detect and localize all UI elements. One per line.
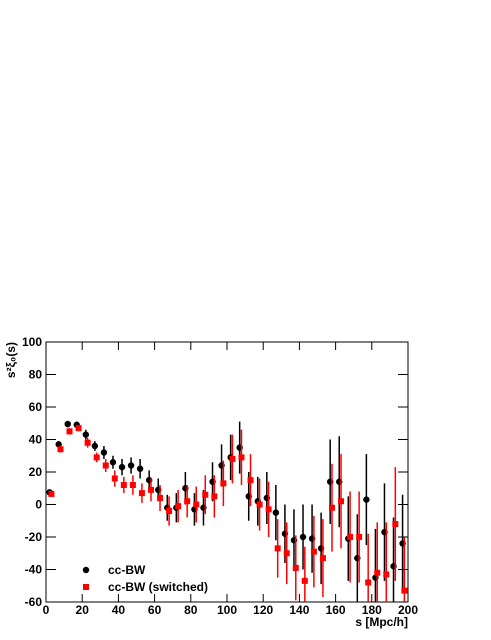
plot-frame xyxy=(45,341,409,603)
marker xyxy=(401,587,408,594)
marker xyxy=(272,509,280,516)
marker xyxy=(247,477,254,484)
x-tick-label: 160 xyxy=(326,603,346,617)
y-axis-label: s²ξ₀(s) xyxy=(4,342,18,378)
x-tick-label: 180 xyxy=(362,603,382,617)
marker xyxy=(175,503,182,510)
x-tick-label: 140 xyxy=(289,603,309,617)
y-tick-label: 20 xyxy=(29,465,43,479)
marker xyxy=(229,456,236,462)
marker xyxy=(55,441,62,448)
marker xyxy=(100,449,108,456)
marker xyxy=(93,454,100,461)
y-tick-label: -40 xyxy=(25,563,43,577)
legend-marker xyxy=(83,584,89,590)
x-axis-label: s [Mpc/h] xyxy=(355,615,408,629)
marker xyxy=(220,480,227,487)
x-tick-label: 40 xyxy=(112,603,126,617)
y-tick-label: 80 xyxy=(29,368,43,382)
marker xyxy=(283,550,290,557)
marker xyxy=(184,498,191,505)
marker xyxy=(66,428,73,435)
marker xyxy=(118,463,126,471)
marker xyxy=(211,493,218,500)
marker xyxy=(202,491,209,498)
marker xyxy=(127,462,135,469)
x-tick-label: 20 xyxy=(76,603,90,617)
marker xyxy=(147,486,154,493)
marker xyxy=(75,425,82,432)
marker xyxy=(383,571,390,578)
marker xyxy=(299,533,307,541)
marker xyxy=(111,475,118,482)
marker xyxy=(328,504,335,511)
plot-area xyxy=(46,420,408,602)
legend-label: cc-BW (switched) xyxy=(108,580,208,594)
y-tick-label: 0 xyxy=(35,498,42,512)
marker xyxy=(82,431,90,438)
marker xyxy=(102,462,109,469)
marker xyxy=(392,521,399,527)
y-tick-label: -60 xyxy=(25,595,43,609)
marker xyxy=(157,495,164,501)
marker xyxy=(256,501,263,508)
marker xyxy=(238,454,245,461)
marker xyxy=(310,548,317,555)
y-tick-label: 40 xyxy=(29,433,43,447)
marker xyxy=(292,564,299,571)
marker xyxy=(129,482,136,488)
marker xyxy=(274,545,281,552)
legend-label: cc-BW xyxy=(108,563,146,577)
marker xyxy=(365,579,372,586)
marker xyxy=(84,439,91,446)
marker xyxy=(166,508,173,514)
x-tick-label: 200 xyxy=(398,603,418,617)
marker xyxy=(374,569,381,576)
x-tick-label: 0 xyxy=(43,603,50,617)
marker xyxy=(347,534,354,540)
x-tick-label: 100 xyxy=(217,603,237,617)
marker xyxy=(338,498,345,505)
marker xyxy=(265,506,272,513)
y-tick-label: 60 xyxy=(29,400,43,414)
x-tick-label: 80 xyxy=(184,603,198,617)
marker xyxy=(91,442,99,450)
marker xyxy=(356,534,363,540)
marker xyxy=(363,496,370,503)
marker xyxy=(136,465,144,472)
marker xyxy=(109,459,117,466)
marker xyxy=(193,501,200,508)
marker xyxy=(138,490,145,497)
marker xyxy=(301,577,308,584)
y-tick-label: -20 xyxy=(25,530,43,544)
y-tick-label: 100 xyxy=(22,335,42,349)
marker xyxy=(319,555,326,562)
marker xyxy=(57,446,64,453)
marker xyxy=(120,482,127,488)
marker xyxy=(48,490,55,497)
marker xyxy=(64,420,71,428)
legend-marker xyxy=(82,566,90,574)
x-tick-label: 60 xyxy=(148,603,162,617)
x-tick-label: 120 xyxy=(253,603,273,617)
